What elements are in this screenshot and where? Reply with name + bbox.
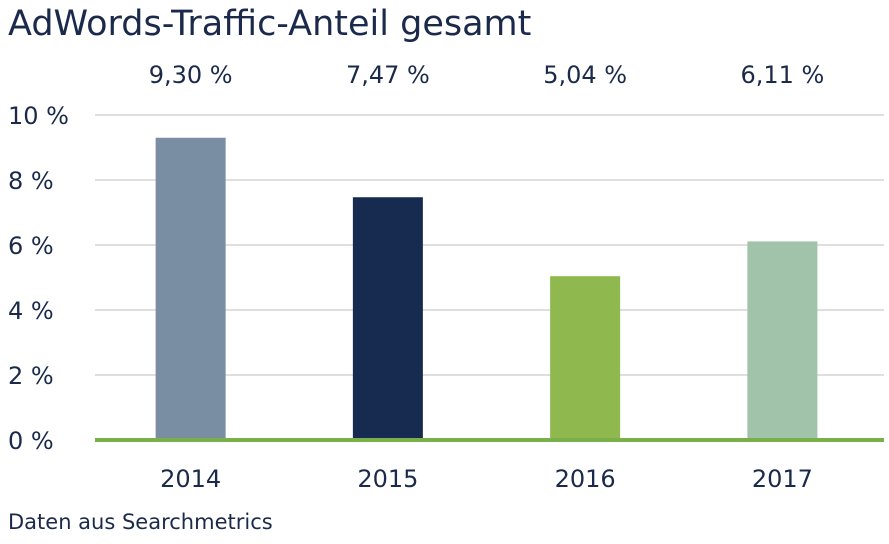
bars xyxy=(155,137,818,440)
x-tick-label: 2014 xyxy=(160,465,221,493)
x-axis-tick-labels: 2014 2015 2016 2017 xyxy=(160,465,813,493)
y-tick-label: 10 % xyxy=(8,102,69,130)
data-label: 6,11 % xyxy=(740,61,824,89)
x-tick-label: 2015 xyxy=(357,465,418,493)
chart-title: AdWords-Traffic-Anteil gesamt xyxy=(8,4,532,44)
x-tick-label: 2017 xyxy=(752,465,813,493)
data-labels: 9,30 % 7,47 % 5,04 % 6,11 % xyxy=(149,61,825,89)
data-label: 5,04 % xyxy=(543,61,627,89)
y-tick-label: 2 % xyxy=(8,362,54,390)
bar-2016 xyxy=(550,276,621,440)
y-axis-tick-labels: 0 % 2 % 4 % 6 % 8 % 10 % xyxy=(8,102,69,455)
data-label: 7,47 % xyxy=(346,61,430,89)
x-tick-label: 2016 xyxy=(555,465,616,493)
source-note: Daten aus Searchmetrics xyxy=(8,510,273,534)
y-tick-label: 0 % xyxy=(8,427,54,455)
bar-2014 xyxy=(155,137,226,440)
bar-2015 xyxy=(352,197,423,440)
y-tick-label: 4 % xyxy=(8,297,54,325)
y-tick-label: 6 % xyxy=(8,232,54,260)
data-label: 9,30 % xyxy=(149,61,233,89)
bar-2017 xyxy=(747,241,818,440)
y-tick-label: 8 % xyxy=(8,167,54,195)
